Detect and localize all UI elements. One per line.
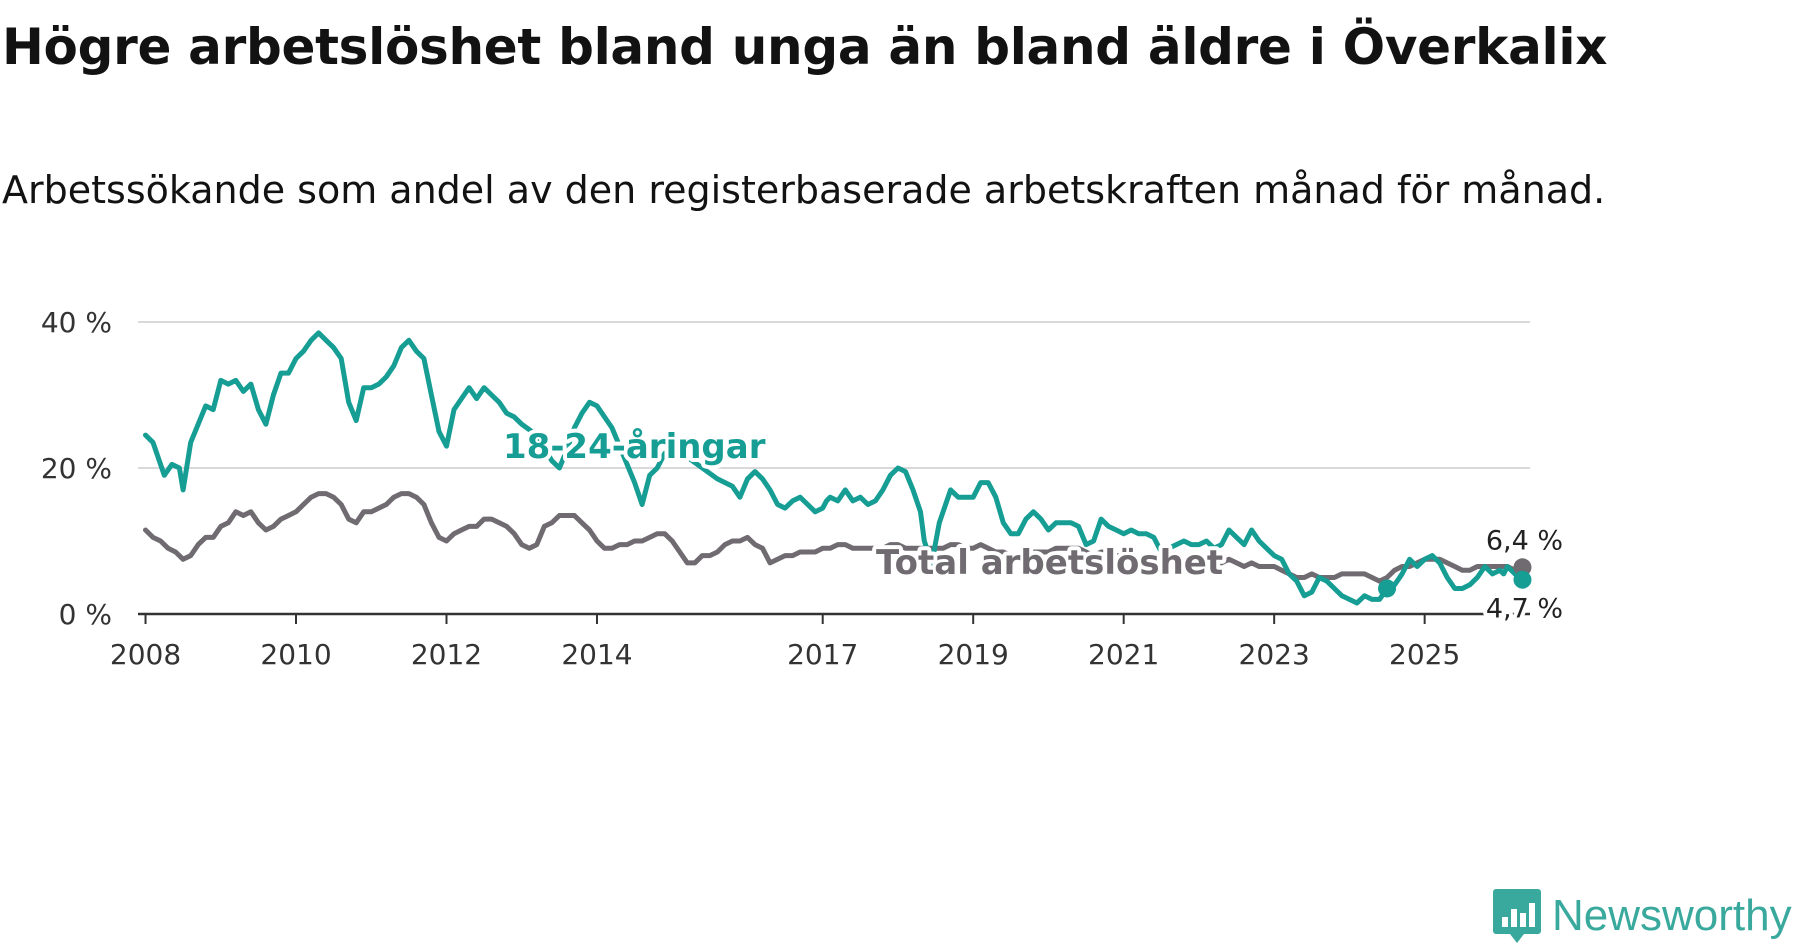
end-marker-18-24 xyxy=(1513,570,1532,589)
y-tick-label: 0 % xyxy=(59,598,112,631)
series-label-18-24: 18-24-åringar xyxy=(503,427,766,467)
series-line-18-24 xyxy=(143,330,1525,606)
brand: Newsworthy xyxy=(1492,886,1792,946)
x-tick-label: 2010 xyxy=(260,638,331,671)
x-tick-label: 2021 xyxy=(1088,638,1159,671)
x-tick-label: 2017 xyxy=(787,638,858,671)
brand-name: Newsworthy xyxy=(1552,891,1792,940)
y-tick-label: 40 % xyxy=(41,306,112,339)
x-tick-label: 2012 xyxy=(411,638,482,671)
series-line-total xyxy=(143,491,1525,584)
end-marker-total xyxy=(1513,558,1532,577)
x-tick-label: 2019 xyxy=(938,638,1009,671)
newsworthy-logo-icon xyxy=(1493,889,1541,943)
x-tick-label: 2025 xyxy=(1389,638,1460,671)
chart-title: Högre arbetslöshet bland unga än bland ä… xyxy=(2,18,1608,76)
x-tick-label: 2014 xyxy=(561,638,632,671)
y-tick-label: 20 % xyxy=(41,452,112,485)
x-tick-label: 2023 xyxy=(1239,638,1310,671)
end-label-18-24: 4,7 % xyxy=(1486,594,1563,625)
x-tick-label: 2008 xyxy=(110,638,181,671)
series-label-total: Total arbetslöshet xyxy=(876,543,1223,583)
data-point-18-24 xyxy=(1378,579,1397,598)
chart-subtitle: Arbetssökande som andel av den registerb… xyxy=(2,168,1606,212)
end-label-total: 6,4 % xyxy=(1486,525,1563,556)
